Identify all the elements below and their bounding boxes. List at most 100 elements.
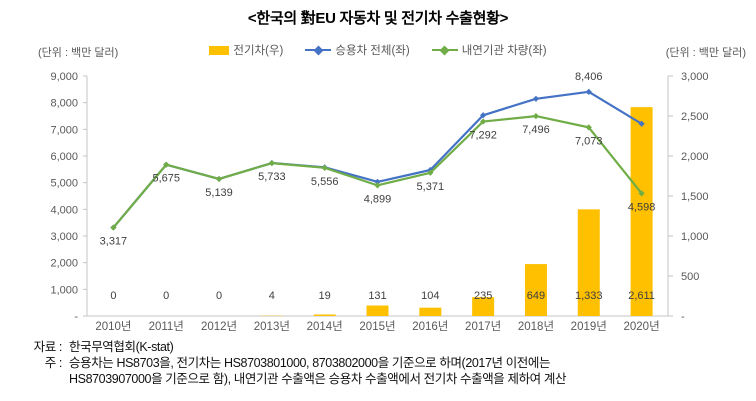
legend-item-ice: 내연기관 차량(좌) bbox=[431, 42, 547, 58]
bar-2016년 bbox=[419, 307, 442, 316]
marker-icon bbox=[427, 169, 434, 176]
svg-text:2012년: 2012년 bbox=[201, 320, 237, 333]
svg-text:8,406: 8,406 bbox=[575, 71, 603, 83]
svg-text:2,000: 2,000 bbox=[50, 258, 78, 270]
svg-text:2014년: 2014년 bbox=[307, 320, 343, 333]
svg-text:235: 235 bbox=[474, 290, 492, 302]
svg-text:2011년: 2011년 bbox=[149, 320, 184, 333]
svg-text:1,333: 1,333 bbox=[575, 290, 603, 302]
svg-text:2019년: 2019년 bbox=[571, 320, 607, 333]
note-text-line2: HS8703907000을 기준으로 함), 내연기관 수출액은 승용차 수출액… bbox=[69, 372, 567, 386]
svg-text:2013년: 2013년 bbox=[254, 320, 290, 333]
marker-icon bbox=[480, 118, 487, 125]
svg-text:0: 0 bbox=[216, 290, 222, 302]
svg-text:5,139: 5,139 bbox=[205, 187, 233, 199]
chart-title: <한국의 對EU 자동차 및 전기차 수출현황> bbox=[247, 10, 509, 27]
line-swatch-icon-blue bbox=[305, 45, 332, 55]
svg-text:9,000: 9,000 bbox=[50, 71, 78, 83]
svg-text:-: - bbox=[74, 311, 78, 323]
svg-text:1,000: 1,000 bbox=[50, 284, 78, 296]
marker-icon bbox=[480, 112, 487, 119]
bar-2014년 bbox=[313, 314, 336, 316]
svg-text:6,000: 6,000 bbox=[50, 151, 78, 163]
legend-item-ev: 전기차(우) bbox=[209, 42, 283, 58]
right-axis-unit-label: (단위 : 백만 달러) bbox=[665, 47, 746, 59]
note-label: 주 : bbox=[44, 356, 63, 370]
svg-text:0: 0 bbox=[110, 290, 116, 302]
svg-text:7,073: 7,073 bbox=[575, 135, 603, 147]
svg-text:2010년: 2010년 bbox=[95, 320, 131, 333]
svg-text:5,000: 5,000 bbox=[50, 178, 78, 190]
svg-text:4: 4 bbox=[269, 290, 275, 302]
note-text-line1: 승용차는 HS8703을, 전기차는 HS8703801000, 8703802… bbox=[69, 356, 551, 370]
svg-text:7,292: 7,292 bbox=[469, 130, 497, 142]
svg-text:4,598: 4,598 bbox=[628, 201, 656, 213]
svg-text:500: 500 bbox=[681, 271, 699, 283]
svg-text:4,899: 4,899 bbox=[364, 193, 392, 205]
svg-text:2017년: 2017년 bbox=[465, 320, 501, 333]
marker-icon bbox=[163, 161, 170, 168]
right-axis-tick-labels: - 500 1,000 1,500 2,000 2,500 3,000 bbox=[668, 71, 709, 323]
combo-chart-plot: - 1,000 2,000 3,000 4,000 5,000 6,000 7,000 8,00… bbox=[50, 71, 709, 333]
svg-text:131: 131 bbox=[368, 290, 386, 302]
svg-text:2018년: 2018년 bbox=[518, 320, 554, 333]
svg-text:1,000: 1,000 bbox=[681, 231, 709, 243]
marker-icon bbox=[110, 224, 117, 231]
marker-icon bbox=[585, 124, 592, 131]
bar-2020년 bbox=[630, 107, 653, 316]
svg-text:2,500: 2,500 bbox=[681, 111, 709, 123]
bar-2019년 bbox=[577, 209, 600, 316]
svg-text:5,371: 5,371 bbox=[417, 181, 445, 193]
svg-text:8,000: 8,000 bbox=[50, 98, 78, 110]
svg-text:-: - bbox=[681, 311, 685, 323]
marker-icon bbox=[374, 178, 381, 185]
legend-label-ev: 전기차(우) bbox=[233, 45, 284, 57]
chart-legend: 전기차(우) 승용차 전체(좌) 내연기관 차량(좌) bbox=[0, 42, 756, 58]
svg-text:7,000: 7,000 bbox=[50, 124, 78, 136]
marker-icon bbox=[532, 95, 540, 102]
svg-text:2,000: 2,000 bbox=[681, 151, 709, 163]
line-ice-vehicles bbox=[110, 113, 645, 231]
source-label: 자료 : bbox=[33, 340, 63, 354]
svg-text:0: 0 bbox=[163, 290, 169, 302]
footnotes: 자료 : 한국무역협회(K-stat) 주 : 승용차는 HS8703을, 전기… bbox=[22, 339, 742, 387]
marker-icon bbox=[532, 113, 540, 120]
svg-text:5,556: 5,556 bbox=[311, 176, 339, 188]
line-swatch-icon-green bbox=[431, 45, 458, 55]
bar-2018년 bbox=[524, 264, 547, 316]
left-axis-unit-label: (단위 : 백만 달러) bbox=[38, 47, 119, 59]
svg-text:3,000: 3,000 bbox=[50, 231, 78, 243]
marker-icon bbox=[585, 88, 592, 95]
x-axis-labels: 2010년 2011년 2012년 2013년 2014년 2015년 2016년 2017년… bbox=[95, 320, 659, 333]
svg-text:3,317: 3,317 bbox=[100, 236, 128, 248]
svg-text:5,733: 5,733 bbox=[258, 171, 286, 183]
marker-icon bbox=[374, 182, 381, 189]
legend-label-ice: 내연기관 차량(좌) bbox=[461, 45, 547, 57]
marker-icon bbox=[638, 190, 645, 197]
source-text: 한국무역협회(K-stat) bbox=[69, 340, 174, 354]
marker-icon bbox=[215, 175, 223, 183]
legend-label-total: 승용차 전체(좌) bbox=[335, 45, 410, 57]
svg-text:2015년: 2015년 bbox=[359, 320, 395, 333]
svg-text:649: 649 bbox=[527, 290, 545, 302]
bar-data-labels: 0 0 0 4 19 131 104 235 649 1,333 2,611 bbox=[110, 290, 655, 302]
bar-swatch-icon bbox=[209, 45, 230, 55]
line-passenger-total bbox=[110, 88, 645, 231]
svg-text:7,496: 7,496 bbox=[522, 124, 550, 136]
svg-text:2020년: 2020년 bbox=[624, 320, 660, 333]
ev-bars bbox=[260, 107, 653, 316]
svg-text:2,611: 2,611 bbox=[628, 290, 655, 302]
marker-icon bbox=[268, 160, 275, 167]
marker-icon bbox=[321, 164, 328, 171]
svg-text:2016년: 2016년 bbox=[412, 320, 448, 333]
bar-2015년 bbox=[366, 305, 389, 316]
bar-2017년 bbox=[472, 297, 495, 316]
marker-icon bbox=[638, 120, 645, 127]
line-data-labels: 8,406 bbox=[575, 71, 603, 83]
svg-text:19: 19 bbox=[319, 290, 331, 302]
svg-text:5,675: 5,675 bbox=[152, 173, 180, 185]
svg-text:4,000: 4,000 bbox=[50, 204, 78, 216]
svg-text:3,000: 3,000 bbox=[681, 71, 709, 83]
left-axis-tick-labels: - 1,000 2,000 3,000 4,000 5,000 6,000 7,000 8,00… bbox=[50, 71, 87, 323]
